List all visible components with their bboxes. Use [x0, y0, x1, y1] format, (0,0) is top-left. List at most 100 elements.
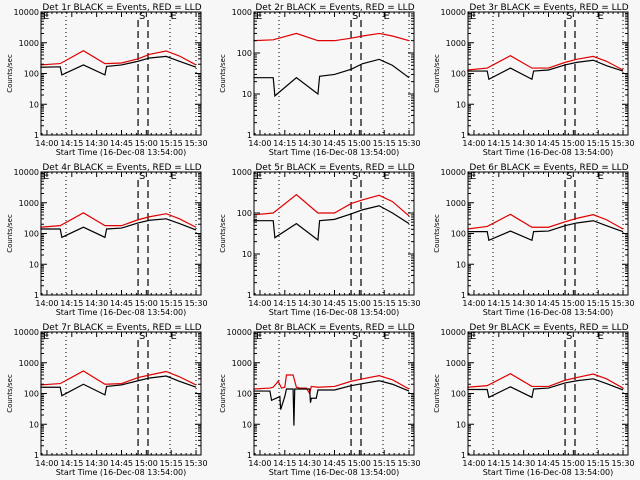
x-tick-label: 14:45 — [323, 459, 346, 468]
panel-title: Det 7r BLACK = Events, RED = LLD — [42, 323, 201, 333]
y-axis-label: Counts/sec — [219, 54, 227, 93]
time-marker-s: S — [566, 171, 572, 182]
x-tick-label: 14:30 — [512, 139, 535, 148]
events-series-line — [467, 59, 624, 81]
y-axis-label: Counts/sec — [6, 374, 14, 413]
y-tick-label: 1000 — [232, 168, 252, 177]
y-tick-label: 100 — [24, 70, 39, 79]
x-tick-label: 14:45 — [110, 139, 133, 148]
x-tick-label: 14:00 — [35, 459, 58, 468]
y-tick-label: 1000 — [19, 359, 39, 368]
x-tick-label: 15:15 — [373, 459, 396, 468]
time-marker-e: E — [171, 11, 177, 22]
x-tick-label: 15:30 — [397, 459, 420, 468]
x-tick-label: 15:15 — [160, 459, 183, 468]
lld-series-line — [467, 54, 624, 71]
x-tick-label: 15:15 — [373, 139, 396, 148]
time-marker-e: E — [171, 331, 177, 342]
time-marker-e: E — [598, 11, 604, 22]
x-tick-label: 15:00 — [135, 139, 158, 148]
x-tick-label: 14:00 — [248, 139, 271, 148]
x-tick-label: 15:00 — [562, 299, 585, 308]
lld-series-line — [253, 32, 410, 42]
x-tick-label: 15:00 — [562, 459, 585, 468]
x-tick-label: 14:30 — [85, 299, 108, 308]
x-tick-label: 14:30 — [85, 139, 108, 148]
y-tick-label: 100 — [451, 230, 466, 239]
x-tick-label: 15:15 — [160, 299, 183, 308]
y-tick-label: 1 — [461, 451, 466, 460]
y-tick-label: 1000 — [232, 359, 252, 368]
x-tick-label: 14:15 — [487, 139, 510, 148]
time-marker-e: E — [470, 171, 476, 182]
y-tick-label: 1 — [34, 451, 39, 460]
x-tick-label: 15:15 — [160, 139, 183, 148]
events-series-line — [253, 205, 410, 242]
panel-title: Det 9r BLACK = Events, RED = LLD — [469, 323, 628, 333]
events-series-line — [253, 58, 410, 98]
x-tick-label: 14:45 — [537, 459, 560, 468]
x-tick-label: 15:15 — [587, 299, 610, 308]
x-axis-label: Start Time (16-Dec-08 13:54:00) — [56, 148, 187, 157]
x-tick-label: 15:30 — [611, 139, 634, 148]
time-marker-e: E — [598, 171, 604, 182]
events-series-line — [467, 220, 624, 242]
x-tick-label: 14:45 — [110, 459, 133, 468]
x-tick-label: 14:45 — [537, 299, 560, 308]
y-tick-label: 10000 — [14, 8, 39, 17]
x-axis-label: Start Time (16-Dec-08 13:54:00) — [269, 468, 400, 477]
x-tick-label: 15:30 — [611, 299, 634, 308]
x-tick-label: 15:00 — [348, 139, 371, 148]
x-tick-label: 15:15 — [373, 299, 396, 308]
panel-title: Det 2r BLACK = Events, RED = LLD — [255, 3, 414, 13]
time-marker-e: E — [384, 11, 390, 22]
x-tick-label: 14:15 — [273, 459, 296, 468]
x-tick-label: 14:15 — [487, 459, 510, 468]
x-axis-label: Start Time (16-Dec-08 13:54:00) — [56, 308, 187, 317]
y-tick-label: 10000 — [14, 168, 39, 177]
x-tick-label: 14:30 — [298, 139, 321, 148]
y-tick-label: 1000 — [446, 39, 466, 48]
y-tick-label: 10 — [456, 420, 466, 429]
plot-frame — [467, 11, 629, 136]
x-tick-label: 14:30 — [512, 459, 535, 468]
lld-series-line — [467, 213, 624, 230]
x-axis-label: Start Time (16-Dec-08 13:54:00) — [483, 468, 614, 477]
y-tick-label: 100 — [24, 390, 39, 399]
y-tick-label: 100 — [24, 230, 39, 239]
y-tick-label: 1 — [461, 131, 466, 140]
events-series-line — [253, 380, 410, 426]
y-tick-label: 10 — [29, 420, 39, 429]
y-tick-label: 1000 — [232, 8, 252, 17]
lld-series-line — [253, 374, 410, 396]
x-tick-label: 14:00 — [462, 299, 485, 308]
time-marker-e: E — [384, 171, 390, 182]
plot-frame — [253, 171, 415, 296]
x-tick-label: 14:00 — [462, 139, 485, 148]
y-tick-label: 10 — [456, 260, 466, 269]
y-tick-label: 100 — [237, 209, 252, 218]
y-tick-label: 1000 — [19, 39, 39, 48]
y-tick-label: 1 — [247, 451, 252, 460]
x-tick-label: 15:30 — [184, 299, 207, 308]
y-tick-label: 100 — [237, 390, 252, 399]
y-axis-label: Counts/sec — [219, 214, 227, 253]
x-tick-label: 14:00 — [35, 139, 58, 148]
time-marker-e: E — [470, 331, 476, 342]
events-series-line — [40, 55, 197, 76]
x-axis-label: Start Time (16-Dec-08 13:54:00) — [269, 148, 400, 157]
y-tick-label: 10000 — [441, 8, 466, 17]
time-marker-s: S — [139, 331, 145, 342]
events-series-line — [467, 378, 624, 399]
y-tick-label: 10 — [29, 100, 39, 109]
time-marker-e: E — [598, 331, 604, 342]
lld-series-line — [40, 370, 197, 386]
x-tick-label: 15:30 — [184, 459, 207, 468]
events-series-line — [40, 218, 197, 239]
panel-title: Det 3r BLACK = Events, RED = LLD — [469, 3, 628, 13]
